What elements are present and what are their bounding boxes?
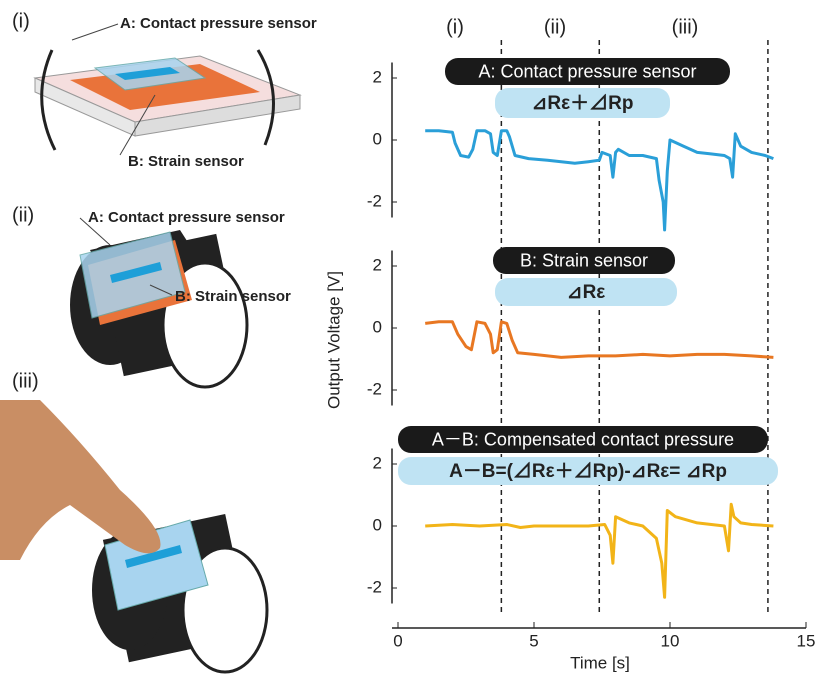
y-tick-label: 0: [373, 317, 382, 336]
y-tick-label: -2: [367, 191, 382, 210]
illustration-i: [35, 24, 300, 155]
illustration-iii: [0, 400, 267, 672]
x-tick-label: 0: [393, 631, 402, 650]
chart-title: A－B: Compensated contact pressure: [432, 429, 734, 449]
chart-title: B: Strain sensor: [520, 250, 648, 270]
formula: ⊿Rε: [567, 282, 606, 303]
panel-label: (ii): [12, 204, 34, 226]
y-tick-label: -2: [367, 577, 382, 596]
panel-label: (iii): [12, 370, 39, 392]
phase-label: (iii): [672, 16, 699, 38]
y-tick-label: 2: [373, 255, 382, 274]
x-tick-label: 10: [661, 631, 680, 650]
y-tick-label: -2: [367, 379, 382, 398]
x-axis-label: Time [s]: [570, 653, 630, 672]
y-tick-label: 2: [373, 67, 382, 86]
formula: A－B=(⊿Rε＋⊿Rp)-⊿Rε= ⊿Rp: [449, 461, 727, 482]
y-tick-label: 2: [373, 453, 382, 472]
phase-label: (ii): [544, 16, 566, 38]
sensor-label: A: Contact pressure sensor: [120, 15, 317, 32]
figure: (i) A: Contact pressure sensor B: Strain…: [0, 0, 823, 680]
sensor-label: A: Contact pressure sensor: [88, 209, 285, 226]
y-tick-label: 0: [373, 515, 382, 534]
x-tick-label: 5: [529, 631, 538, 650]
sensor-label: B: Strain sensor: [128, 153, 244, 170]
chart-title: A: Contact pressure sensor: [478, 61, 696, 81]
formula: ⊿Rε＋⊿Rp: [532, 93, 634, 114]
sensor-label: B: Strain sensor: [175, 288, 291, 305]
phase-label: (i): [446, 16, 464, 38]
y-tick-label: 0: [373, 129, 382, 148]
y-axis-label: Output Voltage [V]: [324, 271, 343, 409]
x-tick-label: 15: [797, 631, 816, 650]
panel-label: (i): [12, 10, 30, 32]
